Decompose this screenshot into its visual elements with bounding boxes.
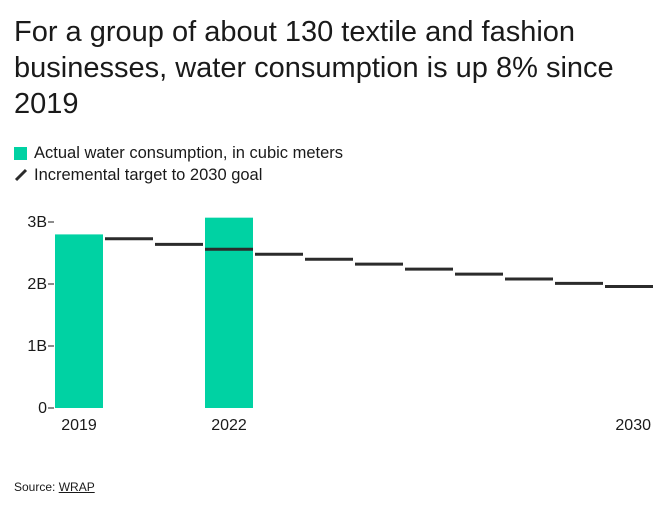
y-tick-label: 3B — [27, 214, 47, 231]
x-tick-label-2019: 2019 — [61, 417, 97, 434]
legend-item-target: Incremental target to 2030 goal — [14, 164, 343, 186]
y-tick-label: 2B — [27, 276, 47, 293]
bar-actual-2022 — [205, 217, 253, 408]
chart-title: For a group of about 130 textile and fas… — [14, 16, 614, 120]
legend: Actual water consumption, in cubic meter… — [14, 142, 343, 186]
slash-icon — [14, 168, 28, 182]
y-tick-label: 0 — [38, 400, 47, 417]
source-note: Source: WRAP — [14, 480, 95, 494]
legend-label-actual: Actual water consumption, in cubic meter… — [34, 143, 344, 162]
x-tick-label-2030: 2030 — [615, 417, 651, 434]
legend-label-target: Incremental target to 2030 goal — [34, 165, 263, 184]
bar-actual-2019 — [55, 234, 103, 408]
legend-item-actual: Actual water consumption, in cubic meter… — [14, 142, 343, 164]
source-prefix: Source: — [14, 480, 59, 494]
x-tick-label-2022: 2022 — [211, 417, 247, 434]
chart-plot: 0 1B 2B 3B 2019 2022 2030 — [27, 214, 653, 434]
legend-swatch-actual — [14, 146, 27, 160]
y-tick-label: 1B — [27, 338, 47, 355]
source-link[interactable]: WRAP — [58, 480, 95, 494]
